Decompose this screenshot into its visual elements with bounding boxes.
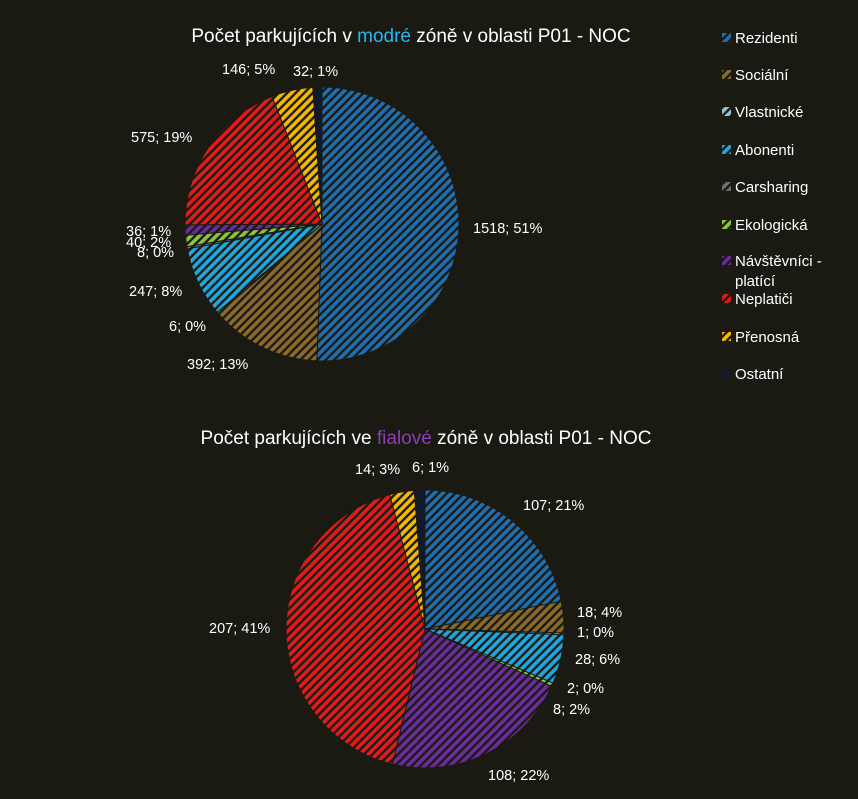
pie-slice-neplati-i	[285, 493, 426, 765]
pie-slice-neplati-i	[184, 95, 323, 226]
pie-slices-blue-zone	[184, 86, 460, 362]
pie-slice-ostatn-	[312, 86, 323, 225]
data-label: 575; 19%	[131, 130, 192, 146]
data-label: 6; 1%	[412, 460, 449, 476]
legend-item-label: Ostatní	[735, 366, 784, 383]
data-label: 2; 0%	[567, 681, 604, 697]
chart-title-purple-zone: Počet parkujících ve fialové zóně v obla…	[201, 428, 652, 449]
chart-title-highlight: modré	[357, 26, 411, 47]
pie-chart-purple-zone: Počet parkujících ve fialové zóně v obla…	[201, 428, 652, 784]
chart-title-highlight: fialové	[377, 428, 432, 449]
legend: Rezidenti Sociální Vlastnické Abonenti Carsh…	[722, 30, 822, 383]
data-label: 14; 3%	[355, 462, 400, 478]
legend-swatch	[722, 332, 731, 341]
legend-item-label: Rezidenti	[735, 30, 798, 47]
chart-title-part: zóně v oblasti P01 - NOC	[411, 26, 631, 47]
legend-item-label: Sociální	[735, 67, 789, 84]
legend-swatch	[722, 145, 731, 154]
data-label: 247; 8%	[129, 284, 182, 300]
legend-item-label: Vlastnické	[735, 104, 803, 121]
legend-swatch	[722, 70, 731, 79]
data-label: 40; 2%	[126, 235, 171, 251]
legend-swatch	[722, 182, 731, 191]
pie-chart-blue-zone: Počet parkujících v modré zóně v oblasti…	[126, 26, 631, 373]
data-label: 207; 41%	[209, 621, 270, 637]
legend-item-label: Ekologická	[735, 217, 808, 234]
data-label: 146; 5%	[222, 62, 275, 78]
pie-slice-rezidenti	[316, 86, 460, 362]
data-label: 28; 6%	[575, 652, 620, 668]
legend-item-label: Carsharing	[735, 179, 808, 196]
legend-item-label: Přenosná	[735, 329, 800, 346]
legend-swatch	[722, 220, 731, 229]
data-label: 32; 1%	[293, 64, 338, 80]
data-label: 392; 13%	[187, 357, 248, 373]
pie-slice-n-v-t-vn-ci-plat-c-	[391, 628, 553, 769]
legend-swatch	[722, 33, 731, 42]
pie-slice-rezidenti	[424, 489, 562, 630]
data-label: 36; 1%	[126, 224, 171, 240]
legend-swatch	[722, 294, 731, 303]
chart-title-part: Počet parkujících ve	[201, 428, 377, 449]
pie-slice-ostatn-	[413, 489, 426, 630]
legend-swatch	[722, 256, 731, 265]
chart-title-blue-zone: Počet parkujících v modré zóně v oblasti…	[191, 26, 630, 47]
chart-title-part: Počet parkujících v	[191, 26, 357, 47]
pie-slice-soci-ln-	[217, 222, 323, 362]
data-label: 8; 0%	[137, 245, 174, 261]
data-label: 1; 0%	[577, 625, 614, 641]
legend-item-label: Neplatiči	[735, 291, 793, 308]
data-label: 107; 21%	[523, 498, 584, 514]
data-label: 8; 2%	[553, 702, 590, 718]
legend-item-label: Abonenti	[735, 142, 794, 159]
data-labels-purple-zone: 107; 21% 18; 4% 1; 0% 28; 6% 2; 0% 108; …	[209, 460, 622, 784]
data-label: 6; 0%	[169, 319, 206, 335]
legend-swatch	[722, 107, 731, 116]
legend-swatch	[722, 369, 731, 378]
data-label: 18; 4%	[577, 605, 622, 621]
data-labels-blue-zone: 1518; 51% 392; 13% 6; 0% 247; 8% 8; 0% 4…	[126, 62, 542, 373]
data-label: 108; 22%	[488, 768, 549, 784]
chart-title-part: zóně v oblasti P01 - NOC	[432, 428, 652, 449]
data-label: 1518; 51%	[473, 221, 542, 237]
pie-slices-purple-zone	[285, 489, 565, 769]
legend-item-label: Návštěvníci -platící	[735, 253, 822, 290]
